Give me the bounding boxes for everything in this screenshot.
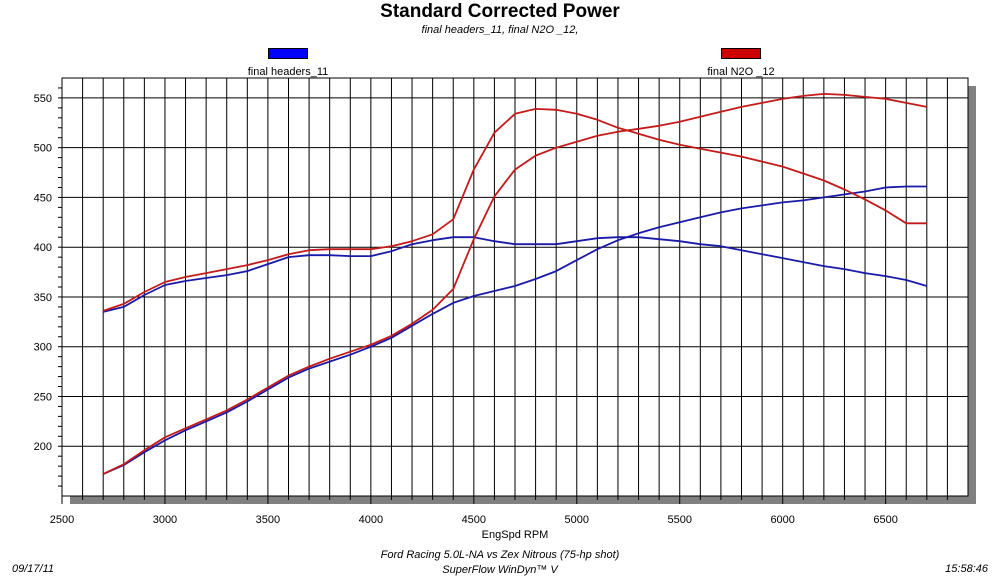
y-tick-label: 550 (34, 93, 52, 105)
chart-title: Standard Corrected Power (380, 1, 620, 22)
x-tick-label: 4000 (359, 514, 383, 526)
x-tick-label: 5500 (667, 514, 691, 526)
axis-ticks: 200 250 300 350 400 450 500 550 2500 3000 3500 4000… (34, 87, 948, 526)
y-tick-label: 200 (34, 441, 52, 453)
legend-item-n2o: final N2O _12 (671, 48, 811, 80)
legend-label-n2o: final N2O _12 (707, 66, 775, 78)
y-tick-label: 450 (34, 192, 52, 204)
x-tick-label: 2500 (50, 514, 74, 526)
legend-swatch-n2o (721, 48, 761, 59)
series-line-headers (102, 185, 927, 475)
footer-software: SuperFlow WinDyn™ V (442, 564, 558, 576)
series-line-n2o (102, 108, 927, 312)
x-tick-label: 6500 (873, 514, 897, 526)
footer-caption: Ford Racing 5.0L-NA vs Zex Nitrous (75-h… (380, 549, 620, 561)
series-lines (102, 93, 928, 475)
y-tick-label: 300 (34, 342, 52, 354)
x-tick-label: 5000 (565, 514, 589, 526)
footer-date: 09/17/11 (12, 563, 55, 575)
y-tick-label: 500 (34, 143, 52, 155)
chart-subtitle: final headers_11, final N2O _12, (421, 24, 579, 36)
series-line-n2o (102, 93, 927, 475)
legend-item-headers: final headers_11 (218, 48, 358, 80)
grid (62, 78, 968, 496)
x-axis-label: EngSpd RPM (482, 529, 549, 541)
y-tick-label: 400 (34, 242, 52, 254)
y-tick-label: 250 (34, 391, 52, 403)
x-tick-label: 3000 (153, 514, 177, 526)
x-tick-label: 6000 (770, 514, 794, 526)
legend-label-headers: final headers_11 (247, 66, 329, 78)
footer-time: 15:58:46 (945, 563, 988, 575)
y-tick-label: 350 (34, 292, 52, 304)
series-line-headers (102, 236, 928, 313)
x-tick-label: 4500 (462, 514, 486, 526)
legend-swatch-headers (268, 48, 308, 59)
x-tick-label: 3500 (256, 514, 280, 526)
